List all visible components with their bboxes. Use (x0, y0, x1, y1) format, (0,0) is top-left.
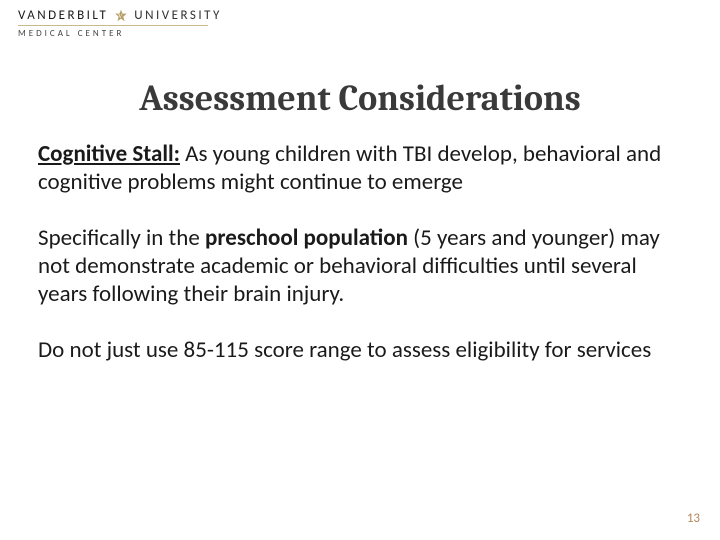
term-cognitive-stall: Cognitive Stall: (38, 140, 180, 168)
star-icon: V (114, 9, 128, 23)
paragraph-preschool: Specifically in the preschool population… (38, 224, 676, 308)
page-number: 13 (687, 511, 700, 526)
logo-line1: VANDERBILT V UNIVERSITY (18, 8, 278, 23)
slide-body: Cognitive Stall: As young children with … (38, 140, 676, 392)
paragraph-cognitive-stall: Cognitive Stall: As young children with … (38, 140, 676, 196)
logo-text-medical-center: MEDICAL CENTER (18, 28, 278, 39)
logo-text-university: UNIVERSITY (134, 8, 222, 23)
slide: VANDERBILT V UNIVERSITY MEDICAL CENTER A… (0, 0, 720, 540)
p2-pre: Specifically in the (38, 224, 205, 252)
term-preschool-population: preschool population (205, 224, 408, 252)
logo-divider (18, 25, 208, 26)
paragraph-score-range: Do not just use 85-115 score range to as… (38, 336, 676, 364)
svg-text:V: V (118, 13, 124, 19)
logo-block: VANDERBILT V UNIVERSITY MEDICAL CENTER (18, 8, 278, 39)
logo-text-vanderbilt: VANDERBILT (18, 8, 108, 23)
slide-title: Assessment Considerations (0, 78, 720, 119)
